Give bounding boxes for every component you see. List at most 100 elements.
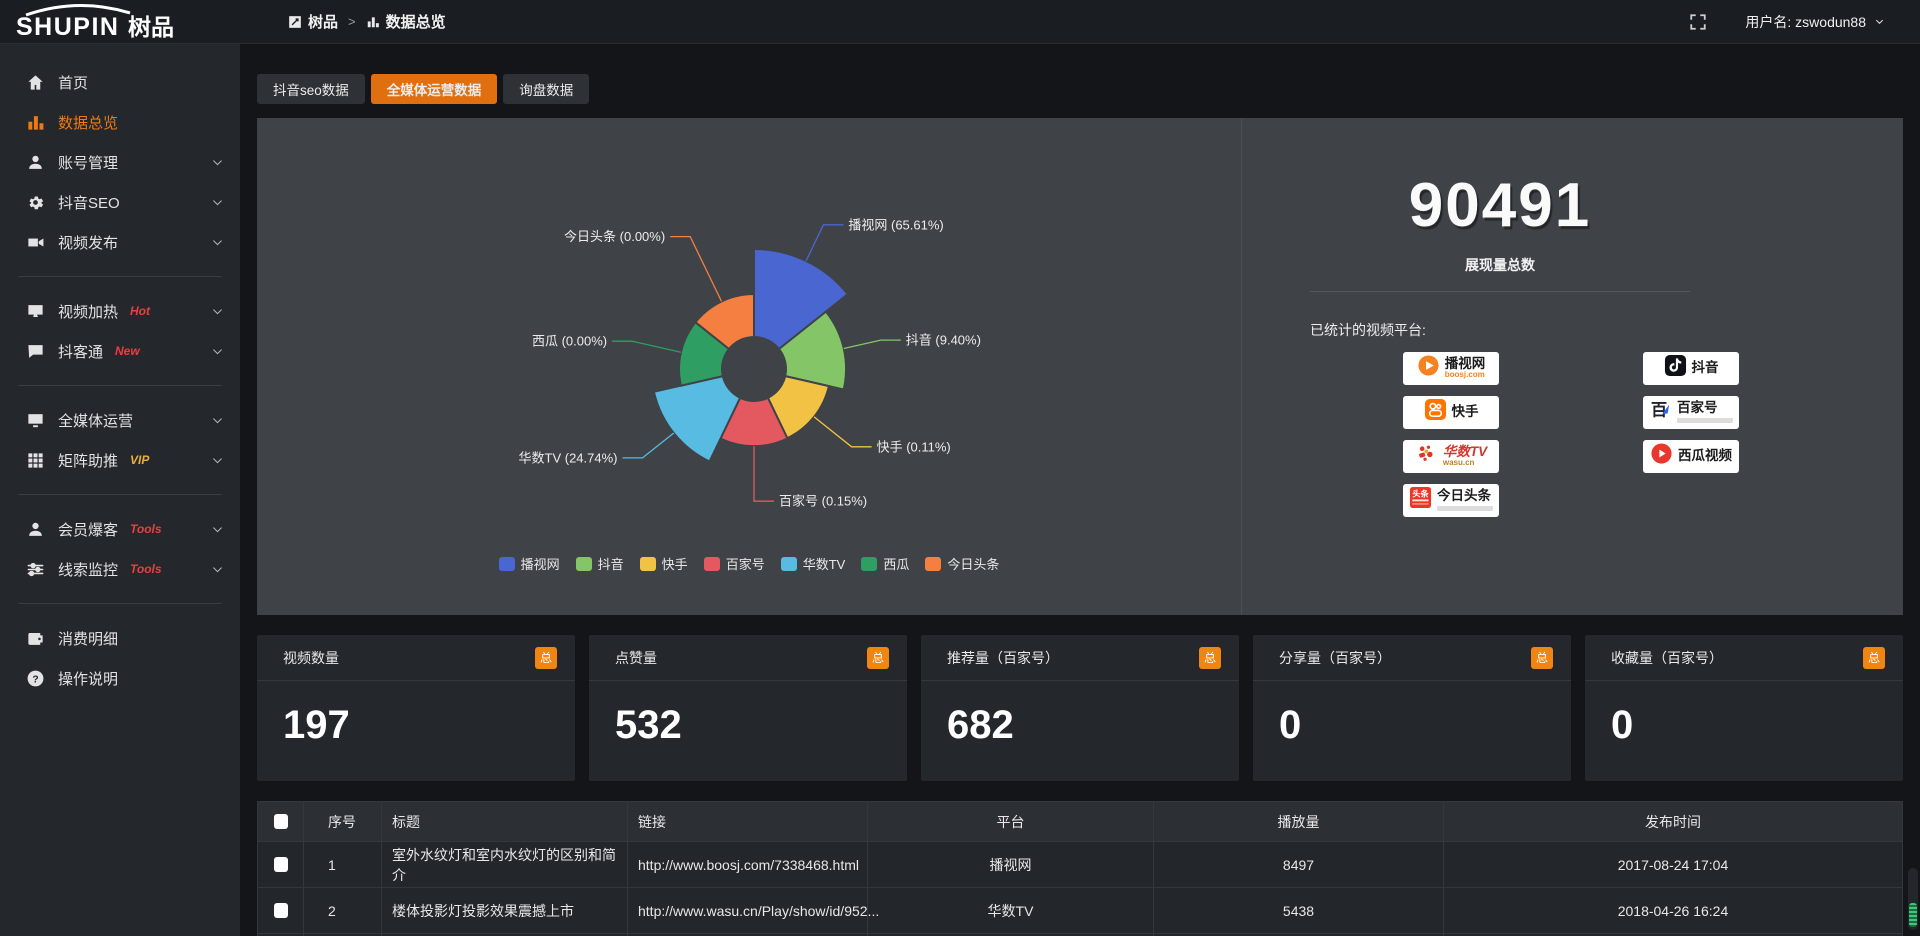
- video-url-link[interactable]: http://www.boosj.com/7338468.html: [627, 841, 868, 888]
- row-checkbox[interactable]: [273, 857, 288, 872]
- sidebar-item-账号管理[interactable]: 账号管理: [0, 142, 240, 182]
- heat-icon: [26, 302, 45, 321]
- stat-card-header: 推荐量（百家号） 总: [921, 635, 1239, 681]
- column-header-序号: 序号: [303, 801, 382, 842]
- user-icon: [26, 153, 45, 172]
- home-icon: [26, 73, 45, 92]
- platform-badge-抖音: 抖音: [1643, 351, 1739, 385]
- stat-card-点赞量: 点赞量 总 532: [589, 635, 907, 781]
- pie-label-line: [753, 446, 774, 502]
- chart-icon: [26, 113, 45, 132]
- stat-card-header: 点赞量 总: [589, 635, 907, 681]
- fullscreen-icon[interactable]: [1689, 13, 1707, 31]
- sidebar-item-label: 矩阵助推: [58, 452, 119, 470]
- legend-swatch: [639, 556, 656, 571]
- summary-area: 90491 展现量总数 已统计的视频平台: 播视网 boosj.com 快手 华数TV…: [1242, 118, 1903, 615]
- pie-label: 今日头条 (0.00%): [564, 229, 665, 244]
- legend-item-华数TV[interactable]: 华数TV: [780, 554, 845, 573]
- platform-name: 华数TV: [1442, 443, 1488, 459]
- legend-item-播视网[interactable]: 播视网: [498, 554, 560, 573]
- platform-name: 抖音: [1691, 359, 1719, 375]
- sidebar-item-数据总览[interactable]: 数据总览: [0, 102, 240, 142]
- legend-item-西瓜[interactable]: 西瓜: [861, 554, 909, 573]
- user-menu[interactable]: 用户名: zswodun88: [1745, 12, 1885, 32]
- pie-label: 华数TV (24.74%): [519, 450, 618, 465]
- main-content: 抖音seo数据 全媒体运营数据 询盘数据 播视网 (65.61%) 抖音 (9.40%…: [240, 44, 1920, 936]
- legend-swatch: [780, 556, 797, 571]
- platform-badge-text: 百家号: [1677, 400, 1733, 424]
- breadcrumb-home[interactable]: 树品: [288, 11, 338, 32]
- legend-item-今日头条[interactable]: 今日头条: [925, 554, 999, 573]
- sidebar-item-消费明细[interactable]: 消费明细: [0, 618, 240, 658]
- chevron-down-icon: [211, 156, 224, 169]
- logo-graphic: SHUPIN 树品: [16, 3, 174, 41]
- logo-suffix: 树品: [128, 14, 174, 40]
- tab-询盘数据[interactable]: 询盘数据: [503, 74, 590, 104]
- table-row: [257, 933, 1903, 936]
- chevron-down-icon: [211, 523, 224, 536]
- platform-badge-text: 播视网 boosj.com: [1445, 356, 1486, 379]
- svg-text:?: ?: [32, 674, 38, 685]
- sidebar-item-矩阵助推[interactable]: 矩阵助推 VIP: [0, 440, 240, 480]
- row-index: 1: [303, 841, 382, 888]
- pie-slice-华数TV[interactable]: [652, 374, 742, 463]
- stat-card-value: 532: [615, 703, 682, 747]
- sidebar-item-线索监控[interactable]: 线索监控 Tools: [0, 549, 240, 589]
- sidebar-item-tag: Hot: [130, 304, 151, 318]
- pie-slice-播视网[interactable]: [753, 247, 850, 351]
- sidebar-item-会员爆客[interactable]: 会员爆客 Tools: [0, 509, 240, 549]
- tab-全媒体运营数据[interactable]: 全媒体运营数据: [370, 74, 498, 104]
- member-icon: [26, 520, 45, 539]
- username-label: 用户名: zswodun88: [1745, 13, 1866, 30]
- column-header-标题: 标题: [381, 801, 628, 842]
- legend-item-百家号[interactable]: 百家号: [703, 554, 765, 573]
- pie-label-line: [612, 340, 682, 353]
- sidebar-item-label: 全媒体运营: [58, 412, 134, 430]
- stat-card-value: 0: [1279, 703, 1302, 747]
- legend-label: 今日头条: [947, 557, 1000, 572]
- pie-slice-今日头条[interactable]: [693, 292, 755, 351]
- publish-time-cell: 2018-04-26 16:24: [1443, 887, 1903, 934]
- breadcrumb-current[interactable]: 数据总览: [366, 11, 446, 32]
- tab-抖音seo数据[interactable]: 抖音seo数据: [257, 74, 365, 104]
- legend-label: 抖音: [597, 557, 624, 572]
- sidebar-item-视频加热[interactable]: 视频加热 Hot: [0, 291, 240, 331]
- table-header: 序号 标题 链接 平台 播放量 发布时间: [257, 801, 1903, 842]
- svg-text:百: 百: [1651, 401, 1667, 419]
- sidebar-item-操作说明[interactable]: ? 操作说明: [0, 658, 240, 698]
- row-select-cell: [257, 887, 304, 934]
- video-title-link[interactable]: 室外水纹灯和室内水纹灯的区别和简介: [381, 841, 628, 888]
- sidebar-item-全媒体运营[interactable]: 全媒体运营: [0, 400, 240, 440]
- total-impressions-label: 展现量总数: [1465, 257, 1535, 273]
- row-checkbox[interactable]: [273, 903, 288, 918]
- platform-subtext: wasu.cn: [1442, 458, 1475, 468]
- sidebar-item-视频发布[interactable]: 视频发布: [0, 222, 240, 262]
- video-title-link[interactable]: 楼体投影灯投影效果震撼上市: [381, 887, 628, 934]
- sidebar-item-抖音SEO[interactable]: 抖音SEO: [0, 182, 240, 222]
- select-all-cell: [257, 801, 304, 842]
- scrollbar-thumb[interactable]: [1909, 903, 1917, 927]
- legend-item-快手[interactable]: 快手: [639, 554, 688, 573]
- sidebar-item-抖客通[interactable]: 抖客通 New: [0, 331, 240, 371]
- pie-label-line: [670, 235, 723, 302]
- chevron-down-icon: [211, 563, 224, 576]
- platform-badge-text: 今日头条: [1437, 488, 1493, 512]
- select-all-checkbox[interactable]: [273, 814, 288, 829]
- legend-label: 快手: [661, 557, 688, 572]
- plays-cell: 5438: [1153, 887, 1444, 934]
- sidebar-item-label: 视频加热: [58, 303, 119, 321]
- pie-slice-抖音[interactable]: [777, 310, 848, 391]
- sidebar-item-首页[interactable]: 首页: [0, 62, 240, 102]
- legend-item-抖音[interactable]: 抖音: [575, 554, 624, 573]
- app-logo[interactable]: SHUPIN 树品: [0, 3, 240, 41]
- toutiao-logo-icon: 头条: [1409, 486, 1432, 514]
- sidebar-item-tag: Tools: [130, 562, 162, 576]
- pie-label: 抖音 (9.40%): [906, 333, 981, 348]
- sidebar-item-label: 消费明细: [58, 630, 119, 648]
- plays-cell: 8497: [1153, 841, 1444, 888]
- breadcrumb-label: 树品: [308, 14, 339, 31]
- platform-name: 快手: [1451, 403, 1479, 419]
- video-url-link[interactable]: http://www.wasu.cn/Play/show/id/952...: [627, 887, 879, 934]
- chevron-down-icon: [211, 414, 224, 427]
- scrollbar[interactable]: [1908, 868, 1918, 930]
